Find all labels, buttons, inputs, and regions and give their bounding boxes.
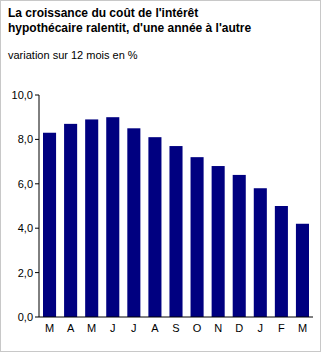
x-tick-label: F <box>278 322 285 334</box>
x-tick-label: J <box>258 322 264 334</box>
bar <box>106 117 119 317</box>
y-axis <box>39 95 40 317</box>
y-tick <box>35 317 39 318</box>
bar <box>191 157 204 317</box>
bars <box>43 117 309 317</box>
x-tick-label: A <box>67 322 75 334</box>
x-tick-label: N <box>214 322 222 334</box>
y-tick-label: 0,0 <box>18 311 33 323</box>
y-tick <box>35 228 39 229</box>
y-tick <box>35 139 39 140</box>
chart-svg: 0,02,04,06,08,010,0MAMJJASONDJFM <box>1 1 321 352</box>
y-tick-label: 6,0 <box>18 178 33 190</box>
x-tick-label: J <box>131 322 137 334</box>
subtitle: variation sur 12 mois en % <box>8 49 138 61</box>
title: La croissance du coût de l'intérêt hypot… <box>8 6 268 36</box>
x-tick-label: M <box>298 322 307 334</box>
bar <box>169 146 182 317</box>
x-tick-label: J <box>110 322 116 334</box>
bar <box>127 128 140 317</box>
y-tick-label: 10,0 <box>12 89 33 101</box>
chart-frame: La croissance du coût de l'intérêt hypot… <box>0 0 321 352</box>
x-tick-label: D <box>235 322 243 334</box>
x-axis <box>39 317 313 318</box>
x-tick-label: M <box>87 322 96 334</box>
x-tick-label: S <box>172 322 179 334</box>
x-tick-label: O <box>193 322 202 334</box>
bar <box>275 206 288 317</box>
bar <box>64 124 77 317</box>
y-tick-label: 4,0 <box>18 222 33 234</box>
x-tick-label: M <box>45 322 54 334</box>
y-tick <box>35 183 39 184</box>
y-tick <box>35 95 39 96</box>
bar <box>212 166 225 317</box>
bar <box>148 137 161 317</box>
y-tick <box>35 272 39 273</box>
bar <box>254 188 267 317</box>
bar <box>296 224 309 317</box>
bar <box>85 119 98 317</box>
bar <box>43 133 56 317</box>
y-tick-label: 8,0 <box>18 133 33 145</box>
bar <box>233 175 246 317</box>
x-tick-label: A <box>151 322 159 334</box>
y-tick-label: 2,0 <box>18 267 33 279</box>
